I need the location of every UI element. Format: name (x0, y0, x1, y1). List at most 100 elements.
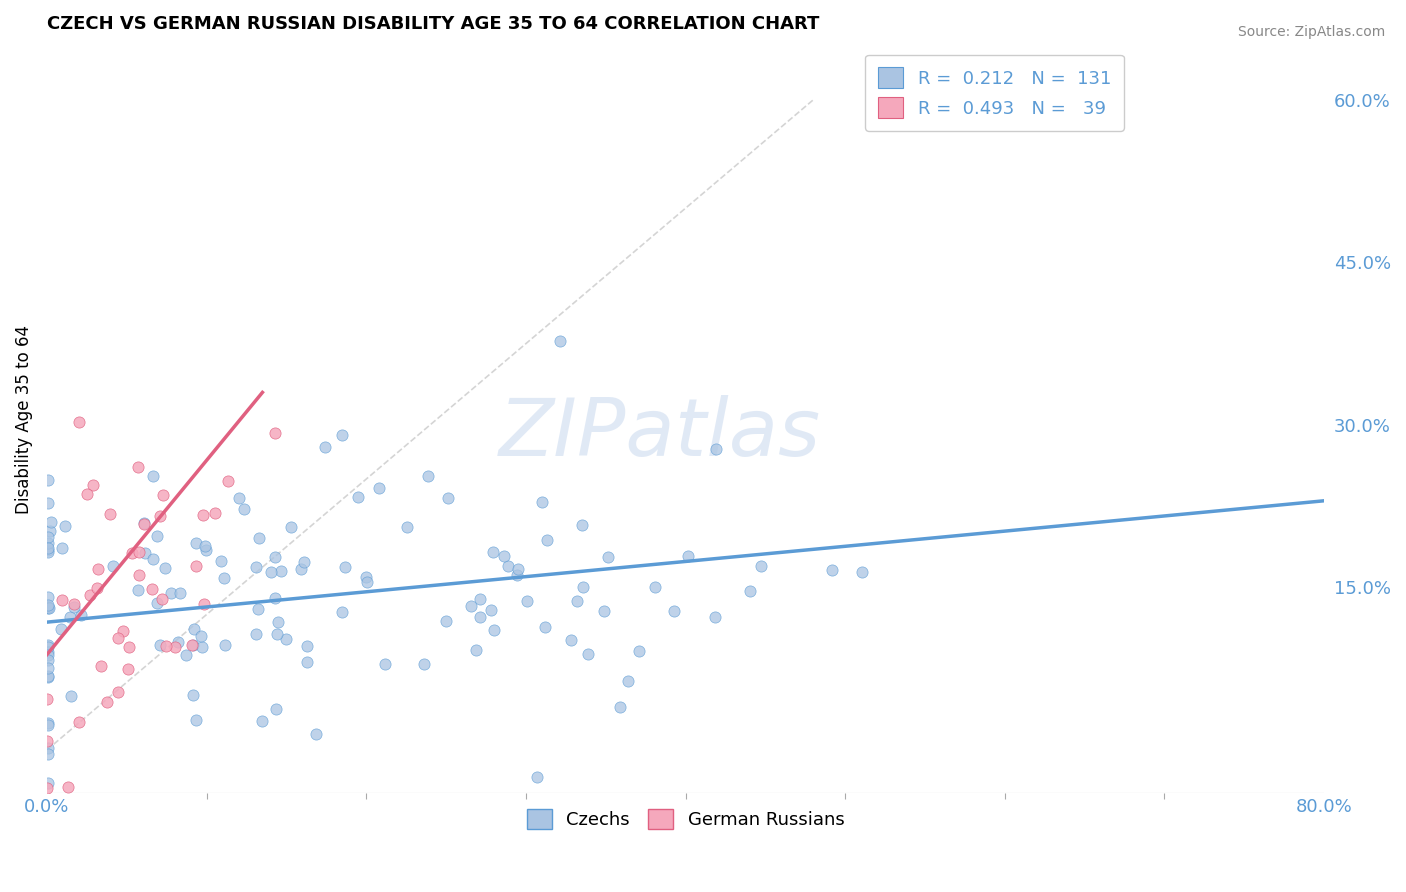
Text: CZECH VS GERMAN RUSSIAN DISABILITY AGE 35 TO 64 CORRELATION CHART: CZECH VS GERMAN RUSSIAN DISABILITY AGE 3… (46, 15, 820, 33)
Point (572, 580, 595, 594)
Point (191, 640, 214, 654)
Point (96, 695, 118, 709)
Point (204, 506, 226, 520)
Point (465, 643, 488, 657)
Point (37, 640, 59, 654)
Point (276, 632, 298, 647)
Point (134, 517, 156, 532)
Point (644, 580, 666, 594)
Point (37, 544, 59, 558)
Point (295, 639, 318, 653)
Point (354, 570, 377, 584)
Point (183, 622, 205, 636)
Point (79, 588, 101, 602)
Point (153, 561, 176, 575)
Point (264, 702, 287, 716)
Point (37, 599, 59, 614)
Point (132, 516, 155, 530)
Y-axis label: Disability Age 35 to 64: Disability Age 35 to 64 (15, 325, 32, 514)
Point (330, 427, 353, 442)
Point (127, 582, 149, 597)
Point (149, 509, 172, 524)
Point (37, 530, 59, 544)
Point (37, 541, 59, 555)
Point (35, 734, 58, 748)
Point (37, 473, 59, 487)
Point (181, 638, 204, 652)
Point (181, 688, 204, 702)
Point (37, 669, 59, 683)
Point (347, 490, 370, 504)
Point (128, 568, 150, 582)
Point (434, 614, 457, 628)
Point (437, 491, 460, 505)
Point (37, 536, 59, 550)
Point (492, 549, 515, 563)
Point (37, 495, 59, 509)
Point (609, 700, 631, 714)
Point (335, 560, 357, 574)
Point (59, 689, 82, 703)
Point (247, 532, 270, 546)
Point (245, 559, 267, 574)
Point (263, 426, 285, 441)
Point (142, 551, 165, 566)
Point (305, 726, 328, 740)
Point (181, 638, 204, 652)
Point (146, 529, 169, 543)
Point (67, 415, 90, 429)
Point (193, 597, 215, 611)
Point (468, 592, 491, 607)
Point (212, 570, 235, 584)
Point (617, 674, 640, 689)
Point (39, 515, 62, 529)
Point (37, 717, 59, 731)
Point (107, 685, 129, 699)
Point (516, 593, 538, 607)
Point (536, 533, 558, 548)
Point (37, 639, 59, 653)
Point (149, 638, 172, 652)
Point (264, 591, 287, 606)
Point (51, 593, 73, 607)
Text: ZIPatlas: ZIPatlas (499, 395, 821, 474)
Point (160, 586, 183, 600)
Point (297, 655, 319, 669)
Point (145, 596, 167, 610)
Point (76, 487, 98, 501)
Point (37, 600, 59, 615)
Point (59, 609, 82, 624)
Point (152, 488, 174, 502)
Point (63, 600, 86, 615)
Point (37, 645, 59, 659)
Point (87, 562, 110, 576)
Point (118, 640, 141, 654)
Point (470, 610, 492, 624)
Point (628, 643, 651, 657)
Point (593, 604, 616, 618)
Point (506, 568, 529, 582)
Point (228, 491, 250, 505)
Point (35, 692, 58, 706)
Point (37, 670, 59, 684)
Point (167, 634, 190, 648)
Point (576, 647, 599, 661)
Point (374, 657, 396, 672)
Point (706, 442, 728, 457)
Point (704, 610, 727, 624)
Point (263, 550, 285, 565)
Point (482, 545, 505, 559)
Point (194, 539, 217, 553)
Point (662, 604, 685, 618)
Point (738, 584, 761, 599)
Point (117, 662, 139, 676)
Point (58, 780, 80, 794)
Point (39, 524, 62, 538)
Point (368, 481, 391, 495)
Point (141, 582, 163, 596)
Point (37, 716, 59, 731)
Point (484, 623, 506, 637)
Point (37, 653, 59, 667)
Point (280, 519, 302, 533)
Point (90, 658, 112, 673)
